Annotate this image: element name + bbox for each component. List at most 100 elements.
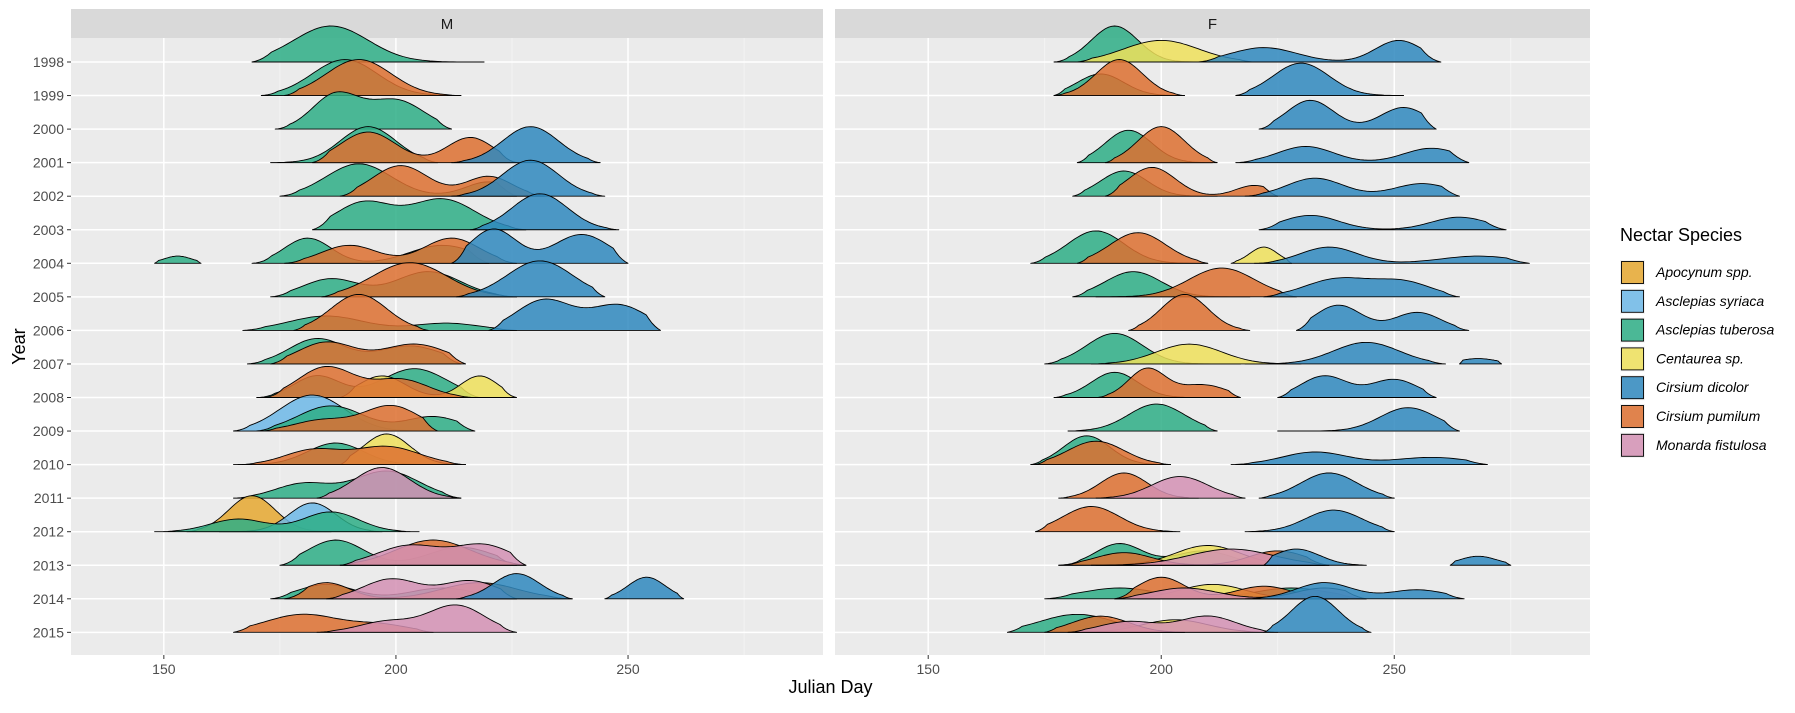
- density-f-2006-cirsium-dicolor: [1295, 304, 1470, 331]
- legend-swatch-monarda-fistulosa: [1621, 433, 1644, 457]
- density-f-2013-cirsium-dicolor: [1449, 555, 1512, 566]
- legend-label-centaurea-sp: Centaurea sp.: [1656, 350, 1744, 366]
- y-tick-label-2004: 2004: [33, 255, 64, 271]
- y-tick-label-2010: 2010: [33, 457, 64, 473]
- y-tick-label-1998: 1998: [33, 54, 64, 70]
- density-m-2001-cirsium-pumilum: [311, 131, 518, 164]
- density-f-2012-cirsium-dicolor: [1244, 509, 1395, 533]
- legend-label-asclepias-tuberosa: Asclepias tuberosa: [1655, 322, 1775, 338]
- density-m-2004-cirsium-dicolor: [451, 228, 629, 264]
- density-m-1999-cirsium-pumilum: [284, 59, 462, 96]
- density-m-2005-cirsium-dicolor: [455, 260, 606, 298]
- y-tick-label-2011: 2011: [34, 490, 64, 506]
- density-f-2004-cirsium-pumilum: [1076, 232, 1209, 264]
- y-tick-label-2003: 2003: [33, 222, 64, 238]
- density-m-2003-cirsium-dicolor: [469, 193, 620, 231]
- legend-swatch-asclepias-syriaca: [1621, 289, 1644, 313]
- density-m-1998-asclepias-tuberosa: [251, 25, 485, 63]
- legend-label-apocynum-spp: Apocynum spp.: [1655, 264, 1753, 280]
- density-m-2015-monarda-fistulosa: [316, 604, 518, 633]
- density-f-2014-cirsium-dicolor: [1244, 582, 1465, 600]
- strip-background-f: [835, 9, 1590, 38]
- density-f-2010-cirsium-dicolor: [1230, 451, 1488, 466]
- density-f-2011-monarda-fistulosa: [1095, 476, 1246, 499]
- y-tick-label-2006: 2006: [33, 322, 64, 338]
- y-tick-label-2002: 2002: [33, 188, 64, 204]
- density-f-2009-asclepias-tuberosa: [1067, 403, 1218, 432]
- x-tick-label-f-250: 250: [1383, 661, 1407, 677]
- y-axis-title: Year: [9, 328, 29, 364]
- y-tick-label-2005: 2005: [33, 289, 64, 305]
- x-axis-title: Julian Day: [788, 677, 872, 697]
- strip-label-f: F: [1208, 16, 1217, 33]
- density-f-1999-cirsium-pumilum: [1053, 59, 1185, 96]
- density-f-2005-cirsium-dicolor: [1263, 277, 1460, 298]
- density-m-2013-monarda-fistulosa: [339, 543, 527, 566]
- legend-label-cirsium-dicolor: Cirsium dicolor: [1656, 379, 1750, 395]
- density-m-2001-cirsium-dicolor: [451, 126, 601, 164]
- density-f-2002-cirsium-dicolor: [1244, 177, 1460, 197]
- density-f-2002-cirsium-pumilum: [1104, 166, 1279, 197]
- density-f-2004-cirsium-dicolor: [1253, 246, 1530, 264]
- x-tick-label-m-250: 250: [616, 661, 640, 677]
- density-f-1999-cirsium-dicolor: [1235, 62, 1405, 96]
- legend-swatch-cirsium-dicolor: [1621, 376, 1644, 400]
- density-f-2007-cirsium-dicolor: [1244, 341, 1446, 365]
- density-m-2006-cirsium-pumilum: [293, 293, 429, 331]
- density-m-2008-cirsium-pumilum: [265, 365, 476, 398]
- density-f-2010-cirsium-pumilum: [1034, 440, 1172, 466]
- density-f-1998-cirsium-dicolor: [1198, 39, 1442, 63]
- density-f-2013-cirsium-dicolor: [1263, 548, 1367, 566]
- density-m-2010-cirsium-pumilum: [237, 445, 467, 466]
- density-f-2003-cirsium-dicolor: [1258, 214, 1507, 231]
- density-m-2014-cirsium-dicolor: [455, 573, 573, 600]
- legend-label-asclepias-syriaca: Asclepias syriaca: [1655, 293, 1764, 309]
- density-f-2000-cirsium-dicolor: [1258, 99, 1437, 130]
- strip-label-m: M: [441, 16, 454, 33]
- density-f-2005-cirsium-pumilum: [1095, 267, 1297, 298]
- density-f-2015-monarda-fistulosa: [1067, 615, 1279, 633]
- y-tick-label-2014: 2014: [33, 591, 64, 607]
- density-m-2007-cirsium-pumilum: [270, 341, 467, 365]
- y-tick-label-2013: 2013: [33, 557, 64, 573]
- density-m-2009-cirsium-pumilum: [260, 404, 439, 432]
- density-f-2004-centaurea-sp: [1230, 246, 1293, 264]
- density-m-2011-monarda-fistulosa: [316, 467, 462, 499]
- legend-title: Nectar Species: [1620, 225, 1742, 245]
- y-tick-label-2000: 2000: [33, 121, 64, 137]
- x-tick-label-m-150: 150: [152, 661, 176, 677]
- density-m-2012-asclepias-tuberosa: [154, 511, 420, 533]
- y-tick-label-2008: 2008: [33, 390, 64, 406]
- density-f-2012-cirsium-pumilum: [1034, 506, 1181, 533]
- legend-swatch-cirsium-pumilum: [1621, 405, 1644, 428]
- x-tick-label-f-200: 200: [1150, 661, 1174, 677]
- density-f-2001-cirsium-pumilum: [1104, 126, 1218, 164]
- legend-label-cirsium-pumilum: Cirsium pumilum: [1656, 408, 1761, 424]
- y-tick-label-1999: 1999: [33, 88, 64, 104]
- density-f-2008-cirsium-pumilum: [1095, 367, 1241, 398]
- x-tick-label-f-150: 150: [917, 661, 941, 677]
- density-m-2014-monarda-fistulosa: [325, 578, 518, 600]
- legend-label-monarda-fistulosa: Monarda fistulosa: [1656, 437, 1767, 453]
- density-m-2014-cirsium-dicolor: [604, 576, 685, 600]
- density-f-2015-cirsium-dicolor: [1263, 595, 1372, 633]
- y-tick-label-2012: 2012: [33, 524, 64, 540]
- strip-background-m: [71, 9, 823, 38]
- legend-swatch-asclepias-tuberosa: [1621, 318, 1644, 342]
- legend-swatch-centaurea-sp: [1621, 347, 1644, 371]
- y-tick-label-2007: 2007: [33, 356, 64, 372]
- density-f-2008-cirsium-dicolor: [1277, 375, 1437, 398]
- y-tick-label-2009: 2009: [33, 423, 64, 439]
- y-tick-label-2001: 2001: [33, 155, 64, 171]
- density-m-2002-cirsium-dicolor: [451, 159, 606, 197]
- density-f-2011-cirsium-dicolor: [1258, 472, 1395, 499]
- y-tick-label-2015: 2015: [33, 624, 64, 640]
- density-m-2000-asclepias-tuberosa: [274, 91, 453, 130]
- legend-swatch-apocynum-spp: [1621, 261, 1644, 284]
- density-f-2007-cirsium-dicolor: [1459, 358, 1502, 365]
- x-tick-label-m-200: 200: [384, 661, 408, 677]
- density-f-2006-cirsium-pumilum: [1128, 293, 1251, 331]
- density-m-2006-cirsium-dicolor: [488, 298, 661, 331]
